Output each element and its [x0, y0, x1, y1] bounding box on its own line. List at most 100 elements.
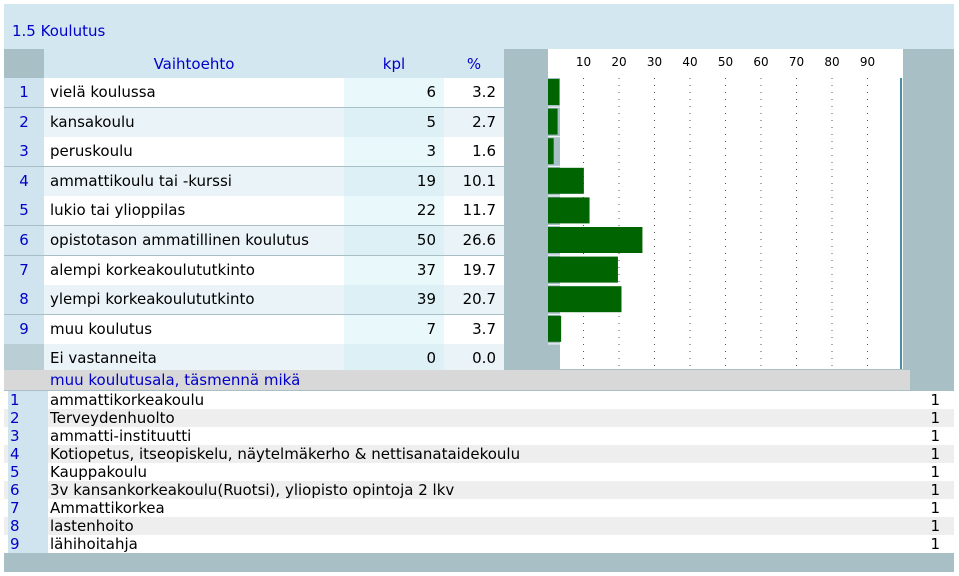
row-label: lukio tai ylioppilas [44, 196, 344, 225]
row-number: 5 [4, 196, 44, 225]
tick-label: 70 [789, 55, 804, 69]
open-answer-number: 2 [8, 409, 48, 427]
row-number: 4 [4, 167, 44, 196]
open-answer-count: 1 [930, 517, 940, 535]
open-answer-text: lastenhoito [50, 517, 134, 535]
open-answer-number: 6 [8, 481, 48, 499]
bar [548, 286, 622, 313]
row-count: 7 [344, 315, 444, 344]
open-answer-text: ammatti-instituutti [50, 427, 192, 445]
list-item: 5 Kauppakoulu 1 [4, 463, 954, 481]
open-answer-count: 1 [930, 391, 940, 409]
row-count: 19 [344, 167, 444, 196]
bar [548, 256, 618, 283]
tick-label: 60 [753, 55, 768, 69]
bar [548, 315, 562, 342]
row-percent: 2.7 [444, 108, 504, 137]
row-count: 22 [344, 196, 444, 225]
bar [548, 197, 590, 224]
list-item: 7 Ammattikorkea 1 [4, 499, 954, 517]
row-count: 3 [344, 137, 444, 166]
open-answer-text: Ammattikorkea [50, 499, 165, 517]
open-answer-count: 1 [930, 409, 940, 427]
open-answer-number: 1 [8, 391, 48, 409]
page-title: 1.5 Koulutus [12, 22, 106, 40]
row-percent: 1.6 [444, 137, 504, 166]
row-percent: 0.0 [444, 344, 504, 373]
list-item: 9 lähihoitahja 1 [4, 535, 954, 553]
open-answer-count: 1 [930, 481, 940, 499]
bar [548, 108, 558, 135]
row-number: 9 [4, 315, 44, 344]
chart-background [548, 49, 903, 369]
open-answers-heading: muu koulutusala, täsmennä mikä [50, 371, 301, 389]
row-count: 0 [344, 344, 444, 373]
open-answer-text: Terveydenhuolto [50, 409, 175, 427]
row-label: ylempi korkeakoulututkinto [44, 285, 344, 314]
bar [548, 167, 584, 194]
open-answer-count: 1 [930, 463, 940, 481]
header-percent: % [444, 49, 504, 78]
row-label: vielä koulussa [44, 78, 344, 107]
row-number: 3 [4, 137, 44, 166]
row-count: 6 [344, 78, 444, 107]
open-answer-number: 5 [8, 463, 48, 481]
row-label: opistotason ammatillinen koulutus [44, 226, 344, 255]
row-count: 5 [344, 108, 444, 137]
row-percent: 11.7 [444, 196, 504, 225]
row-percent: 26.6 [444, 226, 504, 255]
row-number: 7 [4, 256, 44, 285]
open-answer-text: lähihoitahja [50, 535, 138, 553]
row-percent: 20.7 [444, 285, 504, 314]
row-count: 37 [344, 256, 444, 285]
open-answer-number: 3 [8, 427, 48, 445]
open-answer-number: 9 [8, 535, 48, 553]
title-bar: 1.5 Koulutus [4, 4, 954, 49]
row-label: muu koulutus [44, 315, 344, 344]
list-item: 3 ammatti-instituutti 1 [4, 427, 954, 445]
tick-label: 30 [647, 55, 662, 69]
bar [548, 79, 560, 105]
bar [548, 227, 643, 253]
header-count: kpl [344, 49, 444, 78]
tick-label: 40 [682, 55, 697, 69]
tick-label: 50 [718, 55, 733, 69]
header-option: Vaihtoehto [44, 49, 344, 78]
open-answer-number: 4 [8, 445, 48, 463]
open-answer-count: 1 [930, 427, 940, 445]
open-answer-count: 1 [930, 499, 940, 517]
row-label: Ei vastanneita [44, 344, 344, 373]
list-item: 2 Terveydenhuolto 1 [4, 409, 954, 427]
tick-label: 10 [576, 55, 591, 69]
open-answer-number: 7 [8, 499, 48, 517]
list-item: 8 lastenhoito 1 [4, 517, 954, 535]
open-answer-text: Kotiopetus, itseopiskelu, näytelmäkerho … [50, 445, 521, 463]
row-count: 39 [344, 285, 444, 314]
row-percent: 10.1 [444, 167, 504, 196]
open-answers-heading-bar: muu koulutusala, täsmennä mikä [4, 370, 910, 390]
row-label: kansakoulu [44, 108, 344, 137]
open-answer-count: 1 [930, 445, 940, 463]
row-number: 1 [4, 78, 44, 107]
tick-label: 80 [824, 55, 839, 69]
tick-label: 90 [860, 55, 875, 69]
row-label: ammattikoulu tai -kurssi [44, 167, 344, 196]
list-item: 4 Kotiopetus, itseopiskelu, näytelmäkerho… [4, 445, 954, 463]
row-number: 6 [4, 226, 44, 255]
bar-chart: 10 20 30 40 50 60 70 80 90 [548, 55, 902, 369]
row-count: 50 [344, 226, 444, 255]
row-stripe [548, 344, 560, 369]
tick-label: 20 [611, 55, 626, 69]
open-answer-text: 3v kansankorkeakoulu(Ruotsi), yliopisto … [50, 481, 455, 499]
row-label: peruskoulu [44, 137, 344, 166]
open-answer-text: Kauppakoulu [50, 463, 148, 481]
bar [548, 138, 554, 165]
list-item: 1 ammattikorkeakoulu 1 [4, 391, 954, 409]
open-answer-text: ammattikorkeakoulu [50, 391, 205, 409]
open-answer-number: 8 [8, 517, 48, 535]
row-percent: 19.7 [444, 256, 504, 285]
row-number [4, 344, 44, 373]
row-number: 8 [4, 285, 44, 314]
open-answer-count: 1 [930, 535, 940, 553]
row-percent: 3.7 [444, 315, 504, 344]
